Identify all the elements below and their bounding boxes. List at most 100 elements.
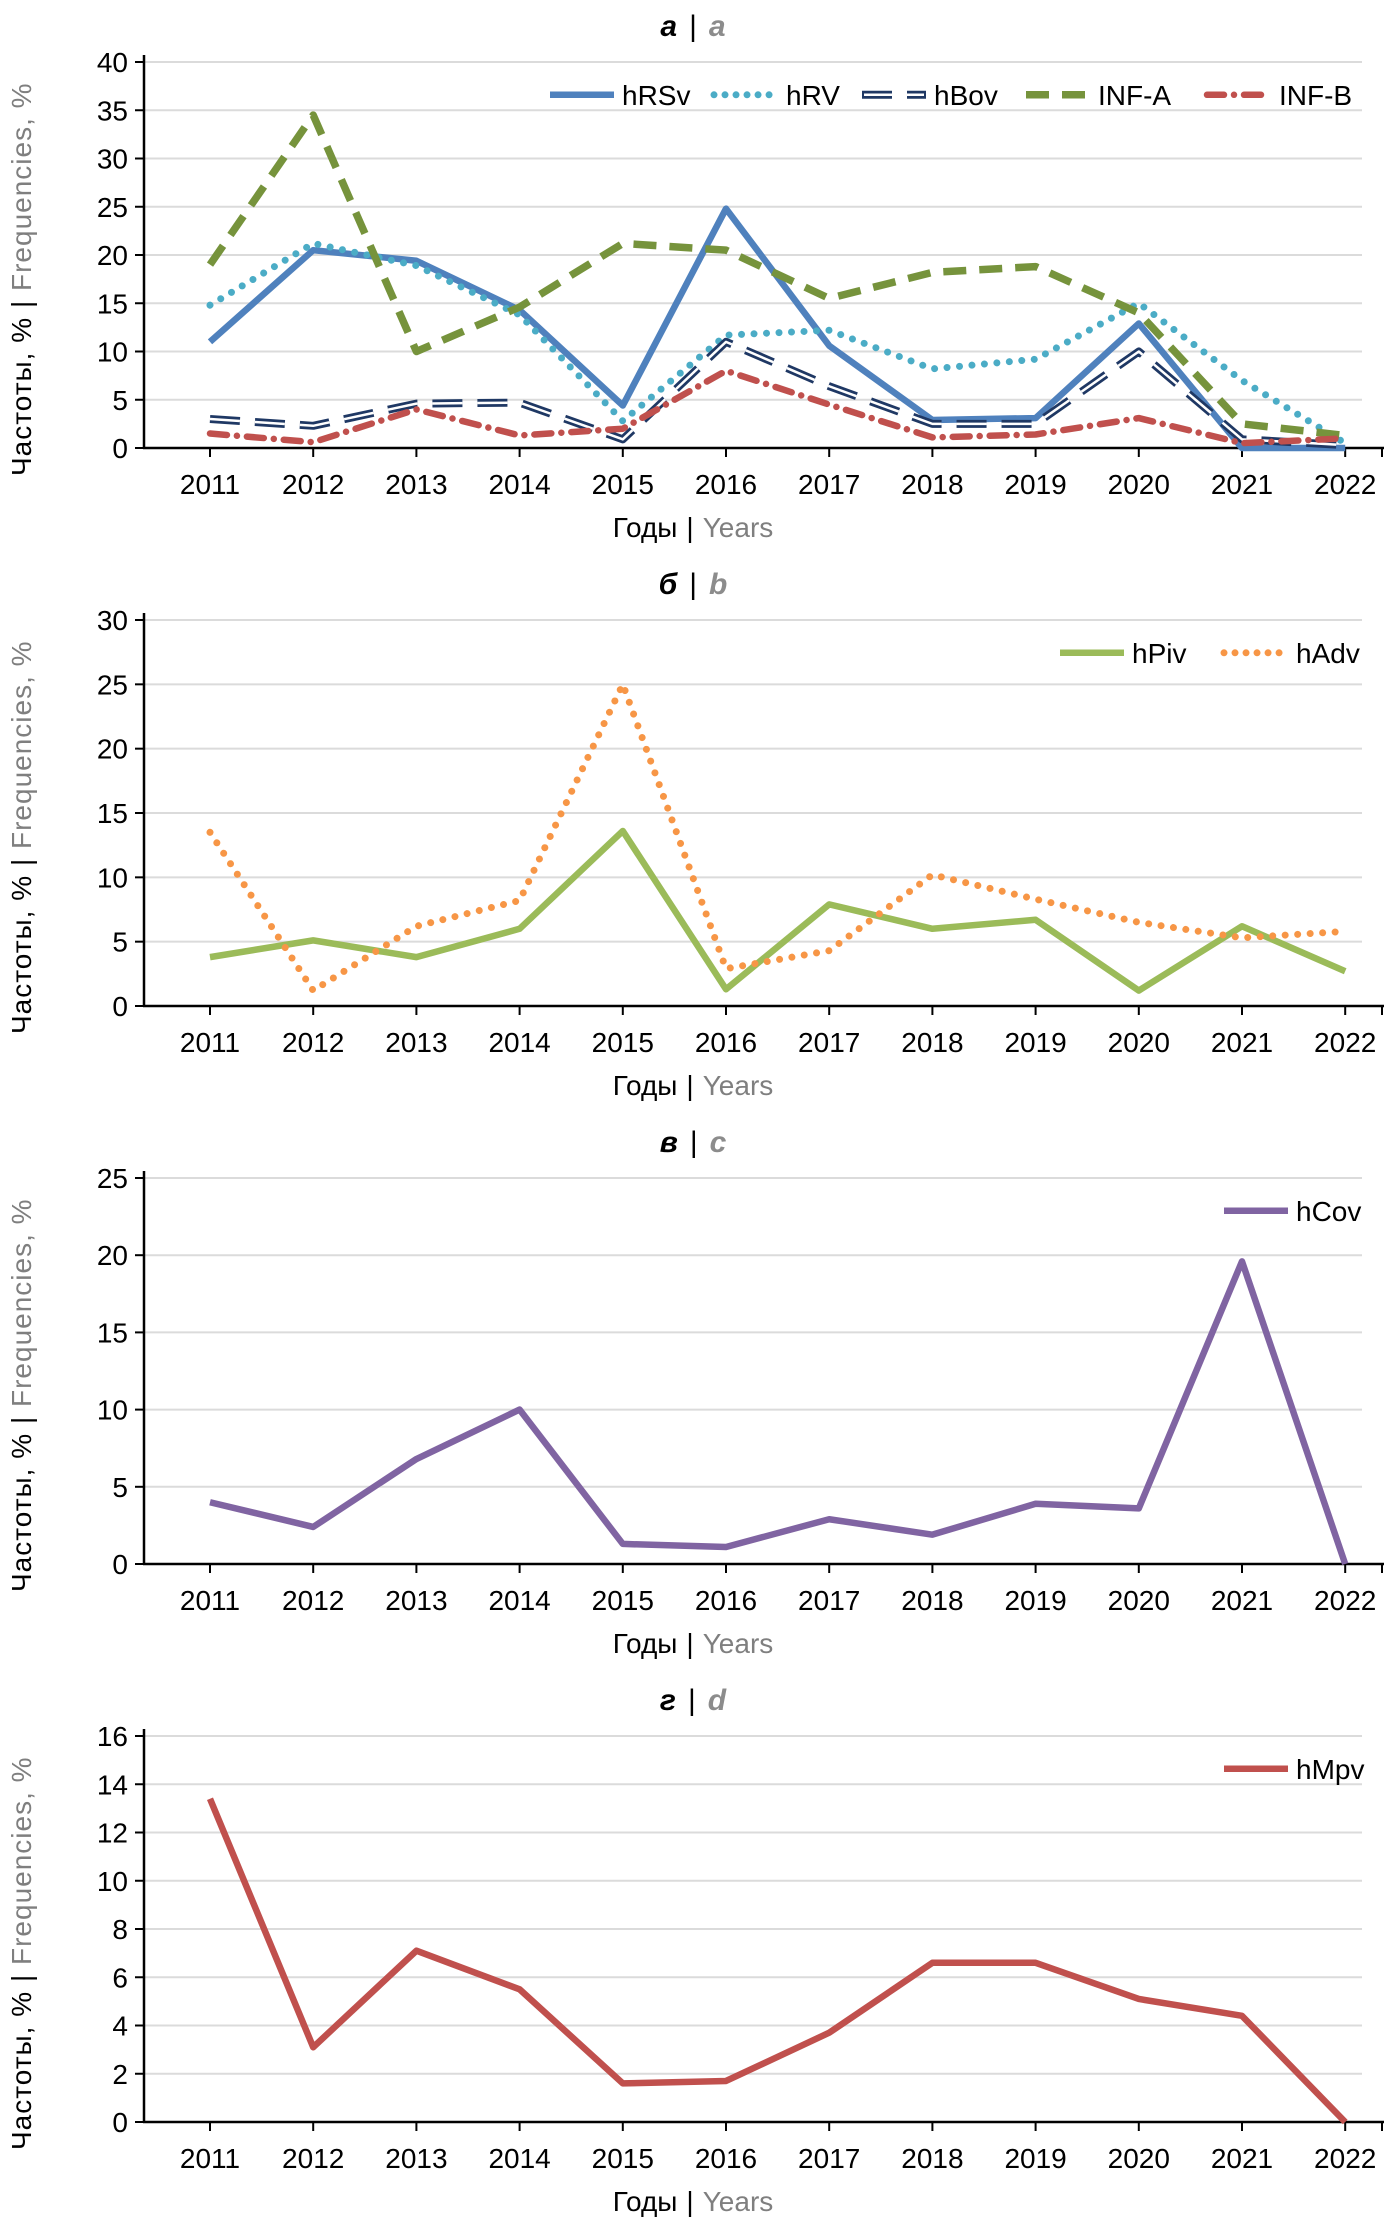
y-tick-label: 10 (97, 862, 128, 893)
chart-c-title-en: c (709, 1126, 727, 1159)
chart-c-title: в | c (0, 1126, 1386, 1160)
chart-b-title-separator: | (689, 568, 698, 601)
x-tick-label: 2018 (901, 1585, 963, 1616)
chart-b-plot: 0 5 10 15 20 25 30 2011 2012 2013 2014 2015 2016 2017… (97, 606, 1384, 1058)
legend-item-hBov: hBov (862, 80, 998, 111)
x-tick-label: 2021 (1211, 1585, 1273, 1616)
y-tick-label: 5 (112, 385, 128, 416)
x-tick-label: 2013 (385, 1585, 447, 1616)
legend-label-hBov: hBov (934, 80, 998, 111)
y-axis-label-separator: | (6, 857, 37, 866)
y-tick-label: 4 (112, 2011, 128, 2042)
x-tick-label: 2014 (488, 1027, 550, 1058)
x-axis-label-ru: Годы (612, 2186, 678, 2217)
x-tick-label: 2014 (488, 2143, 550, 2174)
x-tick-label: 2019 (1004, 2143, 1066, 2174)
y-tick-label: 8 (112, 1914, 128, 1945)
x-tick-label: 2016 (695, 1027, 757, 1058)
x-tick-label: 2019 (1004, 1585, 1066, 1616)
y-tick-label: 10 (97, 337, 128, 368)
x-tick-label: 2015 (592, 469, 654, 500)
x-tick-label: 2022 (1314, 1585, 1376, 1616)
x-tick-label: 2022 (1314, 2143, 1376, 2174)
series-hCov (209, 1258, 1349, 1566)
chart-a-title-separator: | (689, 10, 697, 43)
y-axis-label-ru: Частоты, % (6, 316, 37, 476)
legend-label-hRV: hRV (786, 80, 840, 111)
y-tick-label: 10 (97, 1395, 128, 1426)
x-tick-label: 2011 (180, 469, 240, 500)
x-axis-label-separator: | (686, 1070, 694, 1101)
series-INF-A (206, 111, 1346, 440)
x-tick-label: 2012 (282, 469, 344, 500)
chart-b-title-ru: б (658, 568, 678, 601)
legend-item-INF-B: INF-B (1203, 80, 1352, 111)
x-tick-label: 2018 (901, 1027, 963, 1058)
x-tick-label: 2014 (488, 469, 550, 500)
chart-d-title: г | d (0, 1684, 1386, 1718)
x-tick-label: 2021 (1211, 469, 1273, 500)
y-axis-label-en: Frequencies, % (6, 82, 37, 291)
x-tick-label: 2020 (1108, 1585, 1170, 1616)
y-axis-label-ru: Частоты, % (6, 1990, 37, 2150)
y-tick-label: 30 (97, 606, 128, 636)
y-tick-label: 25 (97, 669, 128, 700)
chart-panel-d: г | d Частоты, % | Frequencies, % 0 2 4 6 8 10 12 1… (0, 1674, 1386, 2218)
series-hAdv (206, 680, 1349, 995)
chart-b-title: б | b (0, 568, 1386, 602)
chart-d-title-ru: г (659, 1684, 676, 1717)
x-tick-label: 2016 (695, 2143, 757, 2174)
series-hMpv (206, 1797, 1348, 2125)
series-hRV (206, 239, 1349, 447)
chart-a-plot: 0 5 10 15 20 25 30 35 40 2011 2012 2013 2014 2015 2016… (97, 48, 1384, 500)
chart-c-title-ru: в (659, 1126, 678, 1159)
x-axis-label-en: Years (702, 1070, 774, 1101)
y-axis-label-en: Frequencies, % (6, 640, 37, 849)
chart-d-plot: 0 2 4 6 8 10 12 14 16 2011 2012 2013 2014 2015 2016 201… (97, 1722, 1384, 2174)
legend-label-hMpv: hMpv (1296, 1754, 1364, 1785)
y-tick-label: 5 (112, 927, 128, 958)
legend-label-INF-A: INF-A (1098, 80, 1171, 111)
y-tick-label: 20 (97, 240, 128, 271)
y-tick-label: 14 (97, 1769, 128, 1800)
y-tick-label: 15 (97, 288, 128, 319)
series-INF-B (206, 367, 1349, 447)
x-tick-label: 2016 (695, 1585, 757, 1616)
chart-c-plot: 0 5 10 15 20 25 2011 2012 2013 2014 2015 2016 2017 20… (97, 1164, 1384, 1616)
legend-item-hCov: hCov (1224, 1196, 1361, 1227)
legend-label-hCov: hCov (1296, 1196, 1361, 1227)
y-tick-label: 30 (97, 144, 128, 175)
x-tick-label: 2022 (1314, 469, 1376, 500)
y-tick-label: 0 (112, 991, 128, 1022)
y-tick-label: 6 (112, 1962, 128, 1993)
chart-b-title-en: b (709, 568, 728, 601)
legend-label-hAdv: hAdv (1296, 638, 1360, 669)
y-tick-label: 10 (97, 1866, 128, 1897)
x-tick-label: 2012 (282, 1585, 344, 1616)
x-tick-label: 2016 (695, 469, 757, 500)
y-tick-label: 2 (112, 2059, 128, 2090)
y-tick-label: 15 (97, 1317, 128, 1348)
y-tick-label: 40 (97, 48, 128, 78)
x-axis-label-ru: Годы (612, 1070, 678, 1101)
y-axis-label-separator: | (6, 1973, 37, 1982)
x-tick-label: 2020 (1108, 469, 1170, 500)
y-tick-label: 0 (112, 433, 128, 464)
y-tick-label: 25 (97, 1164, 128, 1194)
chart-a-title: а | a (0, 10, 1386, 44)
chart-c-x-axis-label: Годы | Years (0, 1628, 1386, 1660)
series-hBov-inner (209, 340, 1346, 447)
chart-a-title-en: a (708, 10, 726, 43)
legend-item-hRSv: hRSv (550, 80, 690, 111)
chart-c-title-separator: | (689, 1126, 698, 1159)
chart-panel-a: а | a Частоты, % | Frequencies, % 0 5 10 15 20 25… (0, 0, 1386, 544)
y-tick-label: 20 (97, 734, 128, 765)
chart-d-y-axis-label: Частоты, % | Frequencies, % (0, 1722, 44, 2184)
y-axis-label-ru: Частоты, % (6, 874, 37, 1034)
y-tick-label: 15 (97, 798, 128, 829)
chart-b-y-axis-label: Частоты, % | Frequencies, % (0, 606, 44, 1068)
chart-b-x-axis-label: Годы | Years (0, 1070, 1386, 1102)
x-tick-label: 2020 (1108, 2143, 1170, 2174)
y-tick-label: 35 (97, 95, 128, 126)
x-tick-label: 2020 (1108, 1027, 1170, 1058)
